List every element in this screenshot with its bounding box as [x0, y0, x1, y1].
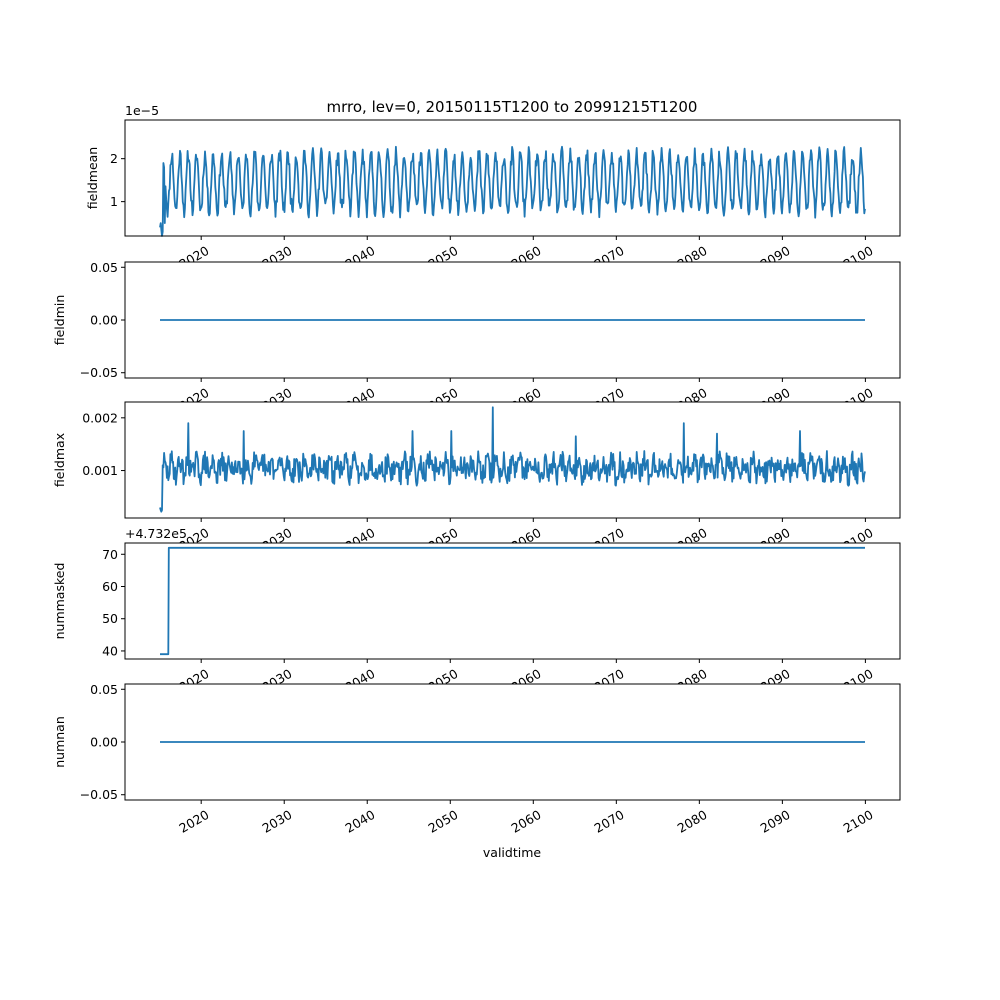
axes-frame-fieldmax — [124, 401, 901, 519]
x-tick-label: 2070 — [592, 807, 627, 836]
axes-frame-nummasked — [124, 542, 901, 660]
y-axis-label-fieldmin: fieldmin — [52, 295, 67, 346]
y-tick-label: 40 — [102, 643, 118, 658]
x-tick-label: 2050 — [426, 807, 461, 836]
y-tick-label: −0.05 — [80, 365, 118, 380]
label-clip-numnan — [125, 684, 900, 699]
series-line-fieldmax — [159, 406, 866, 513]
y-tick-label: 0.001 — [82, 463, 118, 478]
label-clip-fieldmax — [125, 402, 900, 417]
x-tick-label: 2040 — [342, 807, 377, 836]
y-tick-label: 0.002 — [82, 410, 118, 425]
y-axis-label-fieldmax: fieldmax — [52, 433, 67, 487]
y-axis-label-nummasked: nummasked — [52, 563, 67, 640]
y-tick-label: 0.00 — [90, 735, 118, 750]
axes-frame-numnan — [124, 683, 901, 801]
offset-label-nummasked: +4.732e5 — [125, 526, 187, 541]
y-axis-label-numnan: numnan — [52, 716, 67, 768]
series-line-fieldmean — [159, 145, 866, 237]
y-axis-label-fieldmean: fieldmean — [85, 147, 100, 209]
y-tick-label: 0.00 — [90, 313, 118, 328]
y-tick-label: 0.05 — [90, 682, 118, 697]
x-tick-label: 2090 — [758, 807, 793, 836]
y-tick-label: 1 — [110, 194, 118, 209]
x-tick-label: 2020 — [176, 807, 211, 836]
y-tick-label: 0.05 — [90, 260, 118, 275]
y-tick-label: 50 — [102, 611, 118, 626]
series-line-nummasked — [160, 546, 865, 656]
y-tick-label: 70 — [102, 547, 118, 562]
y-tick-label: 60 — [102, 579, 118, 594]
y-tick-label: 2 — [110, 151, 118, 166]
axes-frame-fieldmin — [124, 261, 901, 379]
x-tick-label: 2030 — [259, 807, 294, 836]
chart-title: mrro, lev=0, 20150115T1200 to 20991215T1… — [327, 98, 698, 116]
offset-label-fieldmean: 1e−5 — [125, 103, 159, 118]
axes-frame-fieldmean — [124, 119, 901, 237]
x-tick-label: 2060 — [509, 807, 544, 836]
label-clip-nummasked — [125, 543, 900, 558]
label-clip-fieldmin — [125, 262, 900, 277]
y-tick-label: −0.05 — [80, 787, 118, 802]
x-axis-label: validtime — [483, 845, 541, 860]
x-tick-label: 2100 — [841, 807, 876, 836]
x-tick-label: 2080 — [675, 807, 710, 836]
